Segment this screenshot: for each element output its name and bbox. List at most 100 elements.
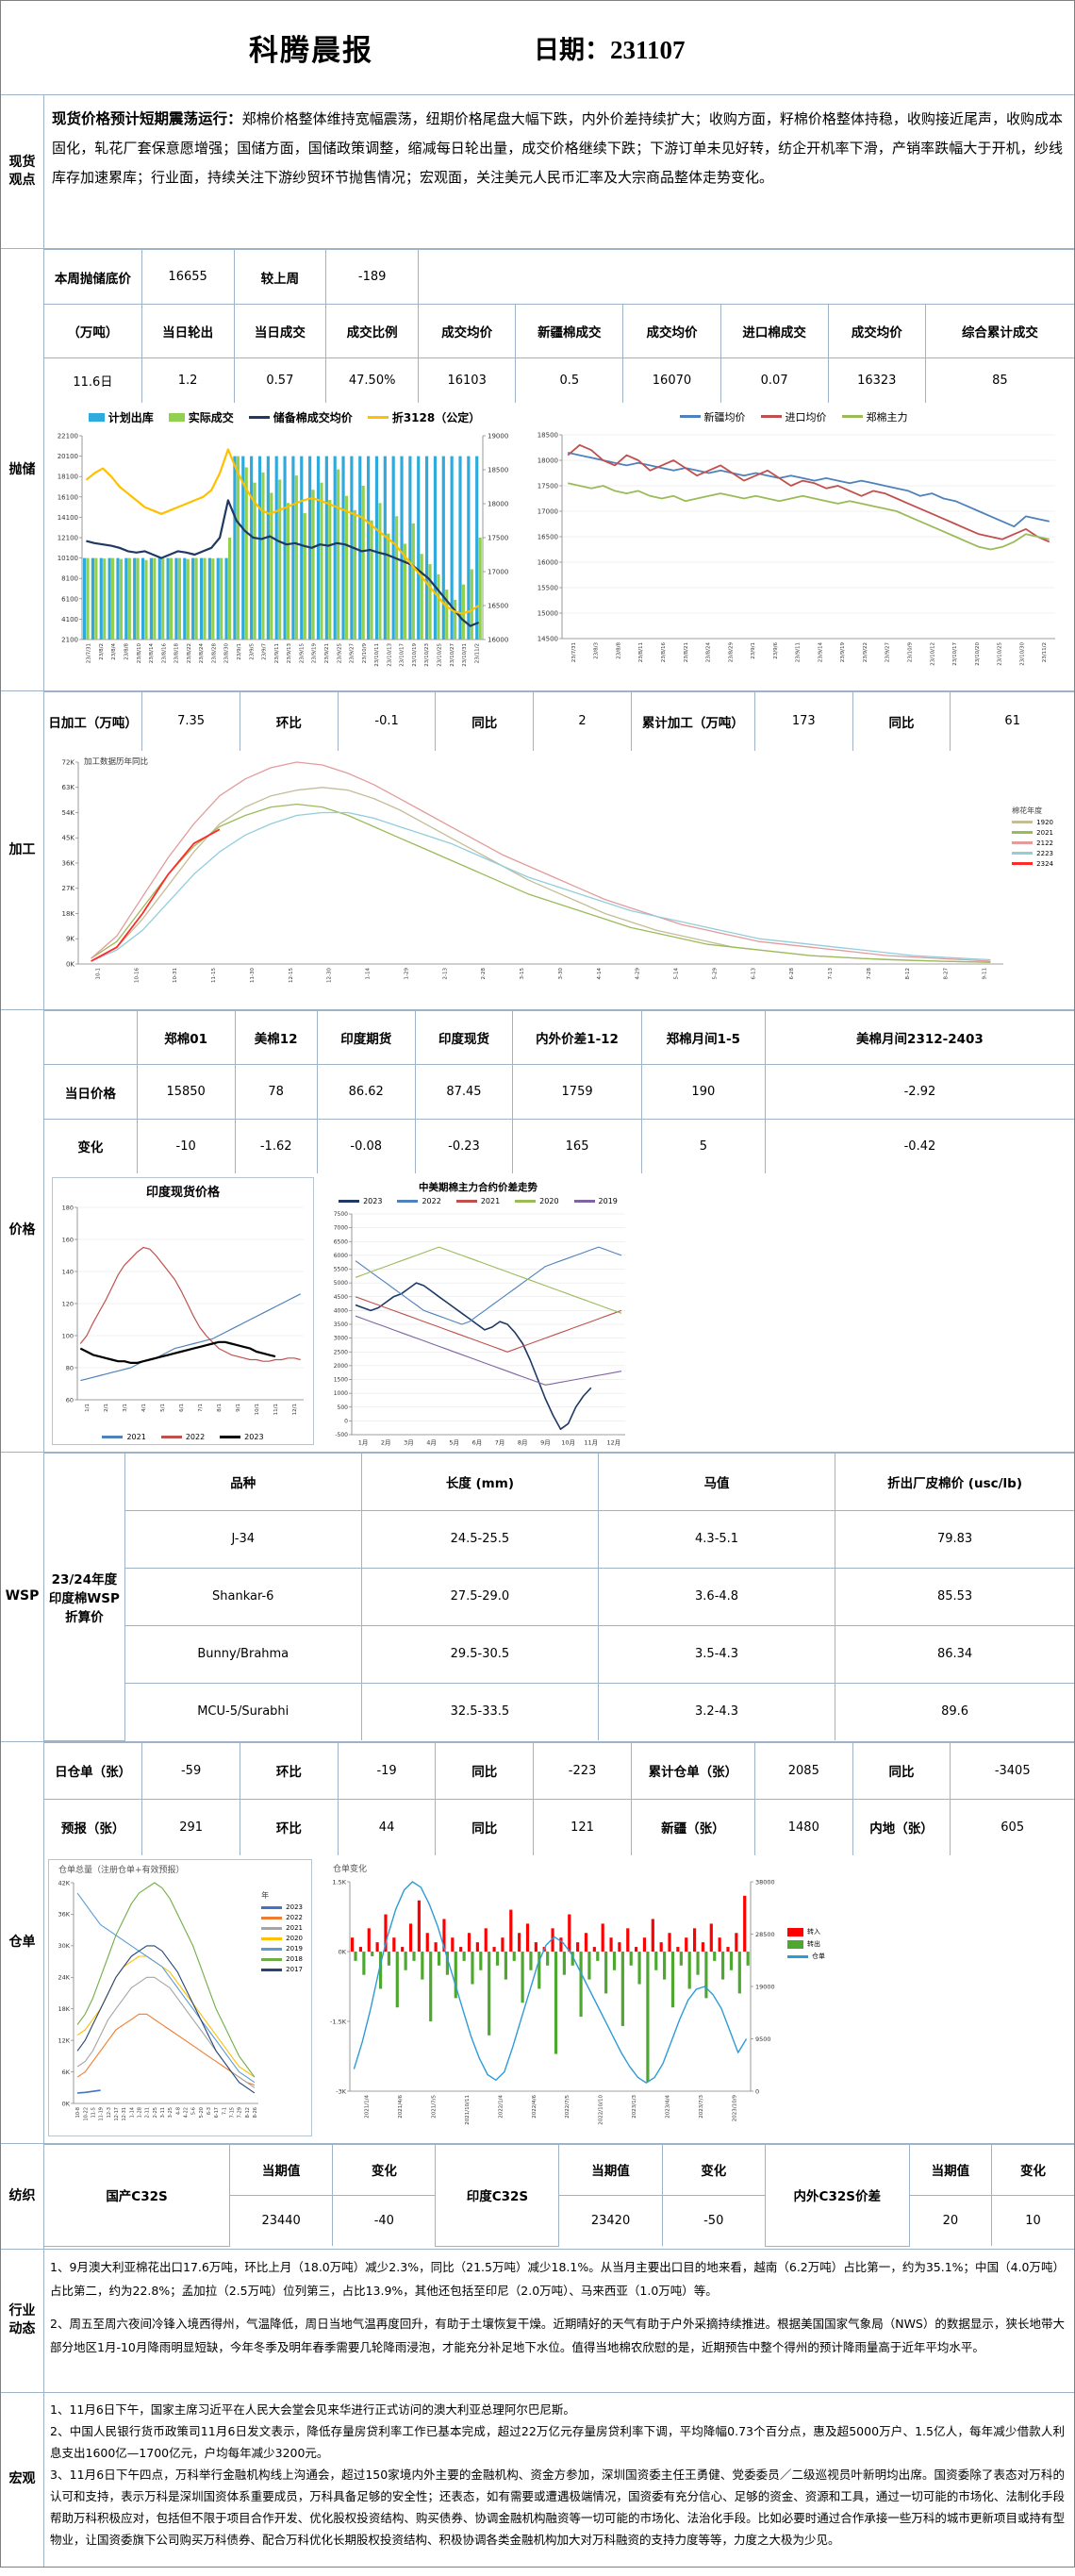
wsp-cell: Bunny/Brahma (124, 1624, 362, 1684)
svg-text:5500: 5500 (334, 1266, 348, 1272)
legend-swatch (787, 1927, 803, 1936)
svg-text:18500: 18500 (488, 466, 508, 474)
price-cell: 郑棉月间1-5 (640, 1010, 766, 1065)
legend-label: 2020 (539, 1196, 559, 1205)
paochu-cell: 0.5 (515, 357, 624, 403)
price-table: 郑棉01 美棉12 印度期货 印度现货 内外价差1-12 郑棉月间1-5 美棉月间2312-… (44, 1010, 1074, 1173)
macro-item: 3、11月6日下午四点，万科举行金融机构线上沟通会，超过150家境内外主要的金融… (50, 2467, 1065, 2547)
textile-cell: 当期值 (908, 2143, 993, 2196)
chart-warrant-change: 仓单变化 -3K -1.5K 0K 1.5K 0 9500 19000 28500 38000 20… (323, 1859, 837, 2135)
svg-text:23/11/2: 23/11/2 (1042, 642, 1048, 662)
svg-text:4000: 4000 (334, 1307, 348, 1314)
cn-us-spread-title: 中美期棉主力合约价差走势 (419, 1181, 538, 1193)
legend-swatch (1012, 852, 1034, 855)
legend-swatch (168, 412, 185, 422)
legend-item-新疆均价: 新疆均价 (679, 409, 746, 424)
svg-text:12-3: 12-3 (107, 2107, 112, 2118)
legend-swatch (787, 1939, 803, 1949)
textile-cell: 当期值 (558, 2143, 663, 2196)
svg-text:11月: 11月 (584, 1438, 598, 1446)
cangdan-cell: -59 (141, 1741, 240, 1800)
svg-text:10-22: 10-22 (83, 2107, 89, 2121)
svg-text:23/8/10: 23/8/10 (137, 642, 142, 663)
reserve-auction-table: 本周抛储底价 16655 较上周 -189 （万吨） 当日轮出 当日成交 成交比例 成交均价 新疆… (44, 249, 1074, 403)
svg-text:12-15: 12-15 (289, 967, 294, 982)
reserve-charts: 计划出库 实际成交 储备棉成交均价 折3128（公定） 2100 4100 6100 8100… (44, 403, 1074, 685)
svg-text:23/10/9: 23/10/9 (362, 642, 368, 663)
section-macro: 宏观 1、11月6日下午，国家主席习近平在人民大会堂会见来华进行正式访问的澳大利… (1, 2392, 1074, 2567)
legend-label: 计划出库 (108, 410, 154, 424)
wsp-cell: 24.5-25.5 (360, 1509, 599, 1569)
svg-text:9-11: 9-11 (983, 968, 988, 979)
wsp-cell: 85.53 (835, 1567, 1074, 1626)
svg-text:3000: 3000 (334, 1335, 348, 1341)
svg-text:23/8/24: 23/8/24 (706, 641, 712, 662)
svg-text:23/8/30: 23/8/30 (224, 642, 230, 663)
svg-text:6000: 6000 (334, 1252, 348, 1258)
legend-label: 2021 (286, 1924, 303, 1932)
textile-cell: 23420 (558, 2194, 663, 2246)
warrant-charts: 仓单总量（注册仓单+有效预报） 0K 6K 12K 18K 24K 30K 36K 42K 10-… (44, 1855, 1074, 2138)
svg-text:8-12: 8-12 (245, 2107, 251, 2118)
legend-label: 新疆均价 (703, 410, 746, 424)
svg-text:6-17: 6-17 (214, 2107, 220, 2118)
svg-text:9/1: 9/1 (236, 1404, 241, 1412)
svg-text:6500: 6500 (334, 1238, 348, 1245)
paochu-cell: 11.6日 (44, 357, 142, 403)
legend-swatch (261, 1905, 283, 1909)
svg-text:23/8/28: 23/8/28 (211, 642, 217, 663)
india-spot-legend: 2021 2022 2023 (53, 1430, 313, 1444)
legend-label: 2223 (1036, 849, 1053, 857)
section-label-jiagong: 加工 (1, 691, 44, 1009)
macro-item: 1、11月6日下午，国家主席习近平在人民大会堂会见来华进行正式访问的澳大利亚总理… (50, 2401, 575, 2417)
svg-text:10/1: 10/1 (255, 1404, 260, 1415)
textile-grid: 国产C32S 当期值 变化 印度C32S 当期值 变化 内外C32S价差 当期值 变化 23440… (44, 2143, 1074, 2247)
report-date: 日期：231107 (534, 36, 686, 64)
svg-text:2021/4/6: 2021/4/6 (398, 2095, 404, 2119)
price-cell: -1.62 (234, 1119, 318, 1173)
reserve-auction-plot: 2100 4100 6100 8100 10100 12100 14100 16100 1810… (58, 432, 509, 666)
svg-text:23/8/2: 23/8/2 (99, 643, 105, 660)
svg-text:23/8/18: 23/8/18 (174, 642, 180, 663)
price-cell: 印度现货 (414, 1010, 514, 1065)
svg-text:1-28: 1-28 (137, 2107, 142, 2118)
svg-text:36K: 36K (62, 859, 75, 867)
section-label-wsp: WSP (1, 1452, 44, 1741)
price-cell: 15850 (136, 1064, 236, 1120)
section-industry: 行业动态 1、9月澳大利亚棉花出口17.6万吨，环比上月（18.0万吨）减少2.… (1, 2249, 1074, 2393)
svg-text:7-28: 7-28 (867, 967, 872, 979)
legend-item-实际成交: 实际成交 (168, 409, 234, 425)
legend-item-储备棉成交均价: 储备棉成交均价 (248, 409, 353, 425)
svg-text:16000: 16000 (488, 636, 508, 643)
wsp-cell: J-34 (124, 1509, 362, 1569)
svg-text:36K: 36K (58, 1911, 70, 1919)
price-cell: -10 (136, 1119, 236, 1173)
legend-label: 2021 (480, 1196, 501, 1205)
svg-text:6K: 6K (62, 2069, 71, 2076)
svg-text:23/9/19: 23/9/19 (840, 641, 846, 662)
svg-text:2月: 2月 (381, 1438, 391, 1446)
svg-text:8月: 8月 (518, 1438, 528, 1446)
wsp-cell: 4.3-5.1 (597, 1509, 836, 1569)
legend-item-2021: 2021 (455, 1196, 501, 1205)
wsp-cell: 79.83 (835, 1509, 1074, 1569)
macro-item: 2、中国人民银行货币政策司11月6日发文表示，降低存量房贷利率工作已基本完成，超… (50, 2423, 1065, 2460)
legend-label: 2023 (286, 1903, 303, 1911)
textile-cell: 变化 (332, 2143, 437, 2196)
legend-item-2021: 2021 (261, 1924, 303, 1932)
textile-cell: 国产C32S (44, 2143, 231, 2247)
legend-swatch (679, 415, 701, 418)
legend-swatch (160, 1435, 182, 1438)
textile-cell: -40 (332, 2194, 437, 2246)
price-cell: 165 (512, 1119, 642, 1173)
svg-text:23/10/20: 23/10/20 (975, 641, 981, 665)
svg-text:4-8: 4-8 (175, 2107, 181, 2115)
legend-item-折3128（公定）: 折3128（公定） (367, 409, 480, 425)
svg-text:6/1: 6/1 (179, 1404, 185, 1412)
warrant-table: 日仓单（张） -59 环比 -19 同比 -223 累计仓单（张） 2085 同比 -3405 预报… (44, 1741, 1074, 1855)
svg-text:0K: 0K (62, 2100, 71, 2107)
warrant-total-legend: 年 2023 2022 2021 2020 2019 2018 2017 (258, 1888, 306, 1975)
processing-yearly-legend-title: 棉花年度 (1012, 806, 1043, 815)
legend-item-仓单: 仓单 (787, 1952, 825, 1961)
